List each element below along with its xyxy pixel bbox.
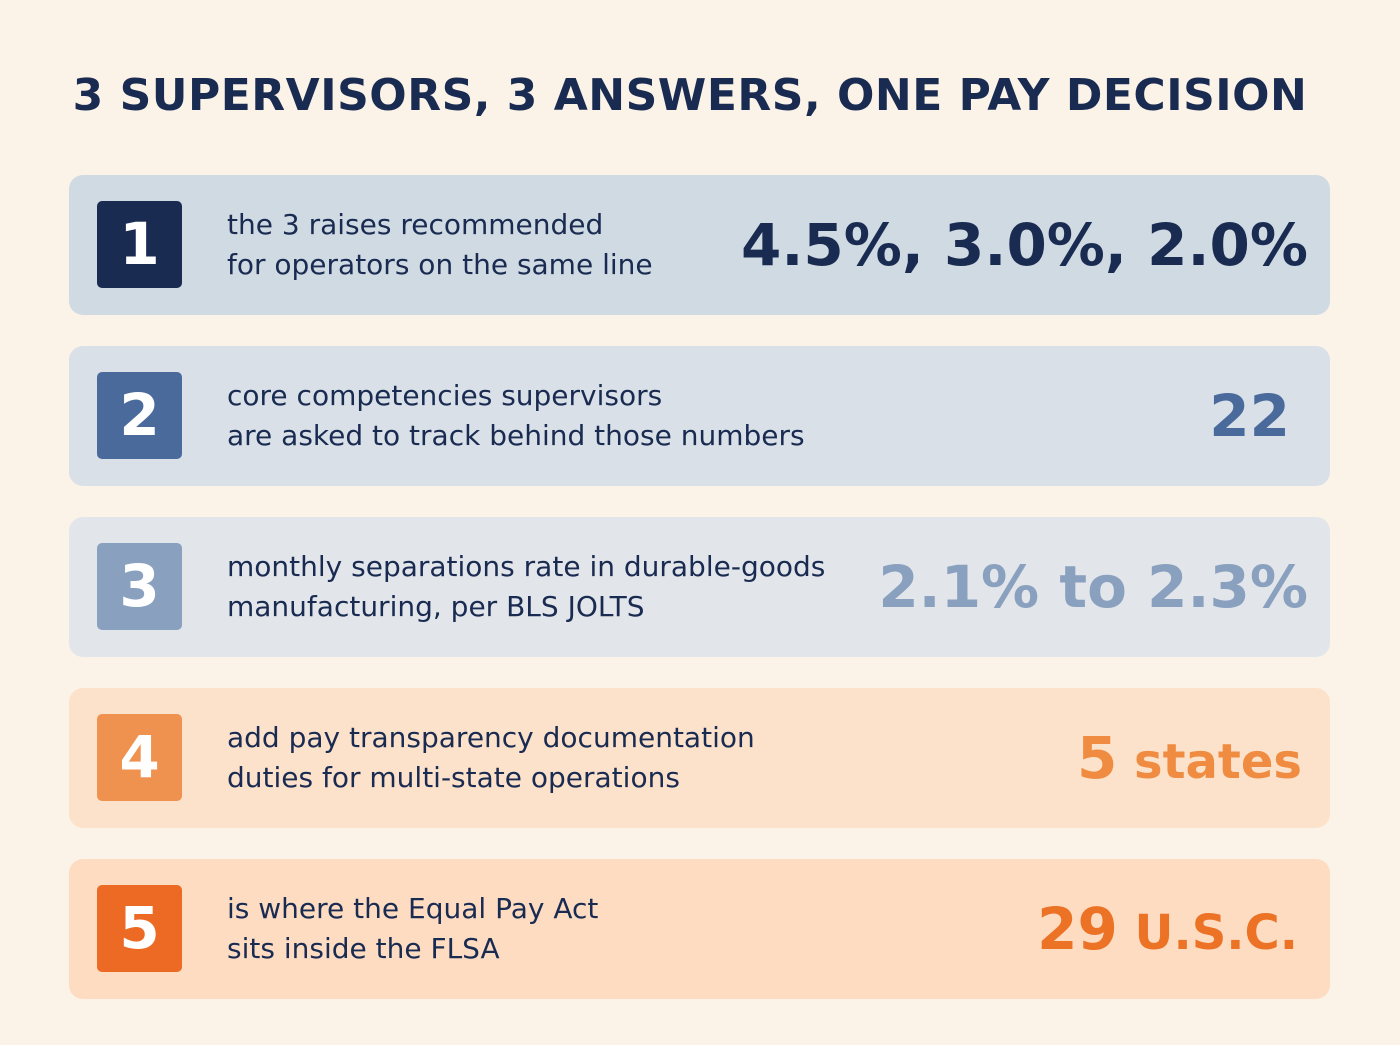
stat-description: is where the Equal Pay Act sits inside t… xyxy=(227,889,867,969)
description-line-1: is where the Equal Pay Act xyxy=(227,892,599,925)
description-line-2: are asked to track behind those numbers xyxy=(227,419,805,452)
value-number: 29 xyxy=(1037,895,1118,963)
description-line-1: monthly separations rate in durable-good… xyxy=(227,550,826,583)
stat-row-1: 1 the 3 raises recommended for operators… xyxy=(69,175,1330,315)
number-badge: 2 xyxy=(97,372,182,459)
number-badge: 3 xyxy=(97,543,182,630)
description-line-1: add pay transparency documentation xyxy=(227,721,755,754)
stat-value: 4.5%, 3.0%, 2.0% xyxy=(741,175,1308,315)
stat-description: monthly separations rate in durable-good… xyxy=(227,547,867,627)
description-line-2: duties for multi-state operations xyxy=(227,761,680,794)
stat-row-5: 5 is where the Equal Pay Act sits inside… xyxy=(69,859,1330,999)
stat-row-2: 2 core competencies supervisors are aske… xyxy=(69,346,1330,486)
value-unit: U.S.C. xyxy=(1117,905,1298,961)
description-line-2: for operators on the same line xyxy=(227,248,653,281)
stat-description: add pay transparency documentation dutie… xyxy=(227,718,867,798)
stat-value: 5 states xyxy=(1077,688,1302,828)
value-number: 5 xyxy=(1076,724,1118,792)
value-unit: states xyxy=(1117,734,1302,790)
stat-value: 2.1% to 2.3% xyxy=(878,517,1308,657)
description-line-1: core competencies supervisors xyxy=(227,379,663,412)
number-badge: 5 xyxy=(97,885,182,972)
stat-row-4: 4 add pay transparency documentation dut… xyxy=(69,688,1330,828)
value-number: 22 xyxy=(1209,382,1290,450)
value-number: 4.5%, 3.0%, 2.0% xyxy=(740,211,1308,279)
number-badge: 4 xyxy=(97,714,182,801)
number-badge: 1 xyxy=(97,201,182,288)
description-line-2: manufacturing, per BLS JOLTS xyxy=(227,590,645,623)
description-line-2: sits inside the FLSA xyxy=(227,932,500,965)
page-title: 3 SUPERVISORS, 3 ANSWERS, ONE PAY DECISI… xyxy=(72,70,1308,121)
stat-description: the 3 raises recommended for operators o… xyxy=(227,205,867,285)
stat-description: core competencies supervisors are asked … xyxy=(227,376,867,456)
value-number: 2.1% to 2.3% xyxy=(878,553,1308,621)
stat-row-3: 3 monthly separations rate in durable-go… xyxy=(69,517,1330,657)
stat-list: 1 the 3 raises recommended for operators… xyxy=(69,175,1330,1030)
stat-value: 29 U.S.C. xyxy=(1037,859,1298,999)
description-line-1: the 3 raises recommended xyxy=(227,208,604,241)
stat-value: 22 xyxy=(1209,346,1290,486)
